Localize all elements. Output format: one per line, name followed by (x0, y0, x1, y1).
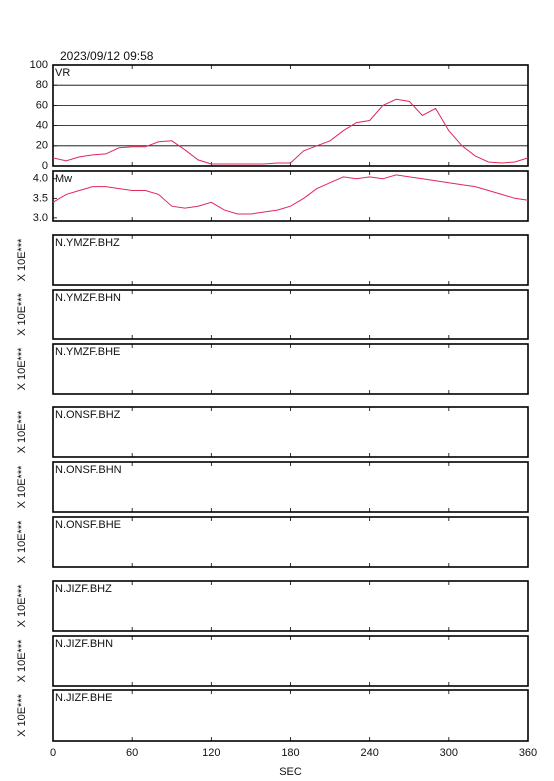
panel-frame (52, 406, 529, 458)
panel-label: VR (55, 67, 70, 79)
y-tick-label: 3.0 (33, 212, 48, 224)
panel-label: N.ONSF.BHE (55, 519, 121, 531)
x-tick-label: 300 (440, 747, 458, 759)
y-tick-label: 3.5 (33, 192, 48, 204)
panel-label: N.JIZF.BHN (55, 638, 113, 650)
panel-frame (52, 635, 529, 687)
panel-label: N.ONSF.BHN (55, 464, 122, 476)
panel-frame (52, 289, 529, 340)
y-axis-label: X 10E*** (16, 584, 28, 628)
x-tick-label: 0 (50, 747, 56, 759)
panel-frame (52, 64, 529, 167)
panel-frame (52, 343, 529, 395)
panel-label: N.YMZF.BHE (55, 346, 120, 358)
x-tick-label: 240 (360, 747, 378, 759)
y-tick-label: 0 (42, 160, 48, 172)
data-line (52, 174, 529, 215)
panel-label: N.YMZF.BHN (55, 292, 121, 304)
y-tick-label: 20 (36, 140, 48, 152)
panel-label: N.JIZF.BHZ (55, 583, 112, 595)
y-tick-label: 40 (36, 120, 48, 132)
panel-frame (52, 461, 529, 513)
panel-label: Mw (55, 173, 72, 185)
y-axis-label: X 10E*** (16, 347, 28, 391)
panel-frame (52, 689, 529, 742)
x-tick-label: 120 (202, 747, 220, 759)
x-axis-label: SEC (279, 766, 302, 778)
x-tick-label: 180 (281, 747, 299, 759)
y-axis-label: X 10E*** (16, 465, 28, 509)
panel-label: N.JIZF.BHE (55, 692, 112, 704)
y-axis-label: X 10E*** (16, 520, 28, 564)
x-tick-label: 60 (126, 747, 138, 759)
panel-frame (52, 234, 529, 286)
y-tick-label: 100 (30, 59, 48, 71)
y-tick-label: 4.0 (33, 173, 48, 185)
data-line (52, 98, 529, 165)
panel-frame (52, 580, 529, 632)
panel-frame (52, 516, 529, 568)
y-axis-label: X 10E*** (16, 639, 28, 683)
y-tick-label: 80 (36, 79, 48, 91)
y-axis-label: X 10E*** (16, 693, 28, 737)
y-axis-label: X 10E*** (16, 410, 28, 454)
panel-frame (52, 170, 529, 222)
chart-title: 2023/09/12 09:58 (60, 49, 154, 63)
panel-label: N.ONSF.BHZ (55, 409, 121, 421)
y-axis-label: X 10E*** (16, 238, 28, 282)
x-tick-label: 360 (519, 747, 537, 759)
y-tick-label: 60 (36, 99, 48, 111)
panel-label: N.YMZF.BHZ (55, 237, 120, 249)
y-axis-label: X 10E*** (16, 292, 28, 336)
